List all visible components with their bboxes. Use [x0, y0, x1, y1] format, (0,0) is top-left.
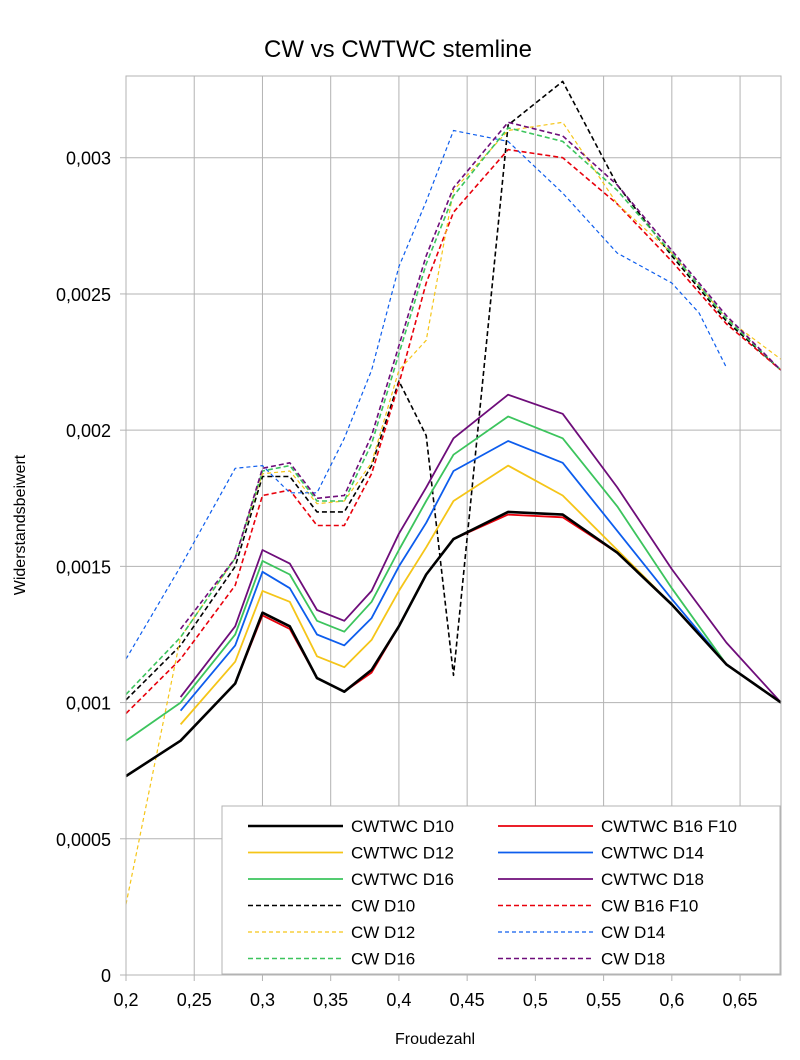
x-axis-ticks: 0,2 0,25 0,3 0,35 0,4 0,45 0,5 0,55 0,6 0,65: [113, 975, 758, 1010]
series-line-cw-d10: [125, 80, 782, 701]
legend: CWTWC D10 CWTWC B16 F10 CWTWC D12 CWTWC D14…: [221, 805, 781, 975]
series-line-cwtwc-d18: [179, 393, 782, 704]
series-line-cwtwc-d14: [179, 440, 782, 712]
x-axis-label: Froudezahl: [395, 1031, 475, 1048]
legend-label-cwtwc-d10: CWTWC D10: [351, 817, 454, 836]
legend-box: [221, 805, 781, 975]
legend-label-cw-d16: CW D16: [351, 950, 415, 969]
y-axis-ticks: 0 0,0005 0,001 0,0015 0,002 0,0025 0,003: [56, 149, 126, 986]
y-tick-label: 0,003: [66, 149, 111, 169]
x-tick-label: 0,35: [313, 990, 348, 1010]
series-line-cwtwc-d16: [125, 415, 782, 742]
x-tick-label: 0,4: [386, 990, 411, 1010]
series-line-cwtwc-d10: [125, 510, 782, 778]
legend-label-cw-b16-f10: CW B16 F10: [601, 897, 698, 916]
legend-label-cw-d18: CW D18: [601, 950, 665, 969]
series-line-cw-d16: [125, 127, 782, 695]
x-tick-label: 0,25: [177, 990, 212, 1010]
series-line-cw-d14: [125, 129, 727, 660]
legend-label-cwtwc-d14: CWTWC D14: [601, 844, 704, 863]
legend-label-cwtwc-d12: CWTWC D12: [351, 844, 454, 863]
x-tick-label: 0,6: [659, 990, 684, 1010]
x-tick-label: 0,3: [250, 990, 275, 1010]
x-tick-label: 0,45: [450, 990, 485, 1010]
y-tick-label: 0,002: [66, 421, 111, 441]
y-tick-label: 0,0015: [56, 557, 111, 577]
y-tick-label: 0: [101, 966, 111, 986]
legend-label-cw-d10: CW D10: [351, 897, 415, 916]
y-axis-label: Widerstandsbeiwert: [12, 454, 29, 595]
legend-label-cwtwc-d18: CWTWC D18: [601, 870, 704, 889]
y-tick-label: 0,0025: [56, 285, 111, 305]
legend-label-cwtwc-b16-f10: CWTWC B16 F10: [601, 817, 737, 836]
series-line-cwtwc-b16-f10: [125, 513, 782, 777]
legend-label-cw-d12: CW D12: [351, 923, 415, 942]
series-line-cw-d18: [179, 121, 782, 630]
series-line-cw-b16-f10: [125, 148, 782, 715]
legend-label-cwtwc-d16: CWTWC D16: [351, 870, 454, 889]
chart-title: CW vs CWTWC stemline: [264, 36, 532, 63]
x-tick-label: 0,55: [586, 990, 621, 1010]
x-tick-label: 0,2: [113, 990, 138, 1010]
y-tick-label: 0,0005: [56, 830, 111, 850]
legend-label-cw-d14: CW D14: [601, 923, 665, 942]
x-tick-label: 0,5: [523, 990, 548, 1010]
y-tick-label: 0,001: [66, 694, 111, 714]
series-layer: [125, 80, 782, 905]
plot-area-frame: [125, 75, 782, 976]
x-tick-label: 0,65: [723, 990, 758, 1010]
series-line-cw-d12: [125, 121, 782, 905]
